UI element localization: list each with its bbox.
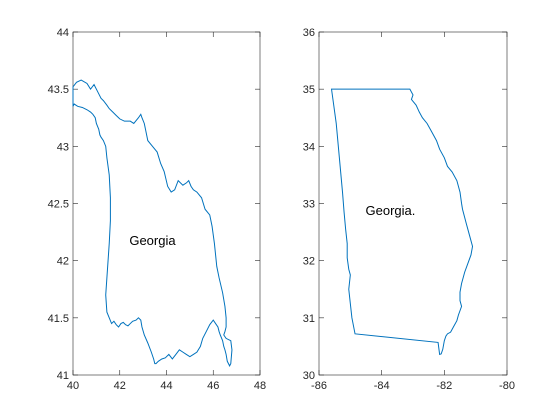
left-chart-y-tick-label: 42 xyxy=(57,256,69,268)
right-chart-panel: -86 -84 -82 -80 30 31 32 33 34 35 36 Georgia. xyxy=(303,27,515,392)
right-chart-x-tick-label: -82 xyxy=(436,380,452,392)
right-chart-x-tick-label: -86 xyxy=(311,380,327,392)
right-chart-y-tick-label: 36 xyxy=(303,27,315,39)
left-chart-x-tick-label: 42 xyxy=(114,380,126,392)
right-chart-y-tick-label: 31 xyxy=(303,313,315,325)
right-chart-x-tick-label: -80 xyxy=(499,380,515,392)
left-chart-axes-box xyxy=(72,31,261,376)
left-chart-ticks xyxy=(72,31,261,376)
left-chart-annotation: Georgia xyxy=(129,233,176,248)
left-chart-x-tick-label: 46 xyxy=(207,380,219,392)
right-chart-annotation: Georgia. xyxy=(366,203,416,218)
right-chart-tick-labels: -86 -84 -82 -80 30 31 32 33 34 35 36 xyxy=(303,27,515,392)
right-chart-y-tick-label: 32 xyxy=(303,256,315,268)
left-chart-series-line xyxy=(72,79,233,367)
left-chart-tick-labels: 40 42 44 46 48 41 41.5 42 42.5 43 43.5 44 xyxy=(48,27,267,392)
left-chart-x-tick-label: 48 xyxy=(254,380,266,392)
right-chart-y-tick-label: 30 xyxy=(303,370,315,382)
left-chart-y-tick-label: 43 xyxy=(57,141,69,153)
left-chart-y-tick-label: 43.5 xyxy=(48,84,69,96)
right-chart-x-tick-label: -84 xyxy=(374,380,390,392)
right-chart-y-tick-label: 34 xyxy=(303,141,315,153)
right-chart-series-line xyxy=(330,88,474,356)
left-chart-panel: 40 42 44 46 48 41 41.5 42 42.5 43 43.5 44 Georgia xyxy=(48,27,267,392)
left-chart-y-tick-label: 42.5 xyxy=(48,199,69,211)
left-chart-x-tick-label: 40 xyxy=(67,380,79,392)
right-chart-y-tick-label: 33 xyxy=(303,199,315,211)
left-chart-x-tick-label: 44 xyxy=(160,380,172,392)
right-chart-ticks xyxy=(318,31,508,376)
right-chart-y-tick-label: 35 xyxy=(303,84,315,96)
left-chart-y-tick-label: 41.5 xyxy=(48,313,69,325)
left-chart-y-tick-label: 44 xyxy=(57,27,69,39)
left-chart-y-tick-label: 41 xyxy=(57,370,69,382)
